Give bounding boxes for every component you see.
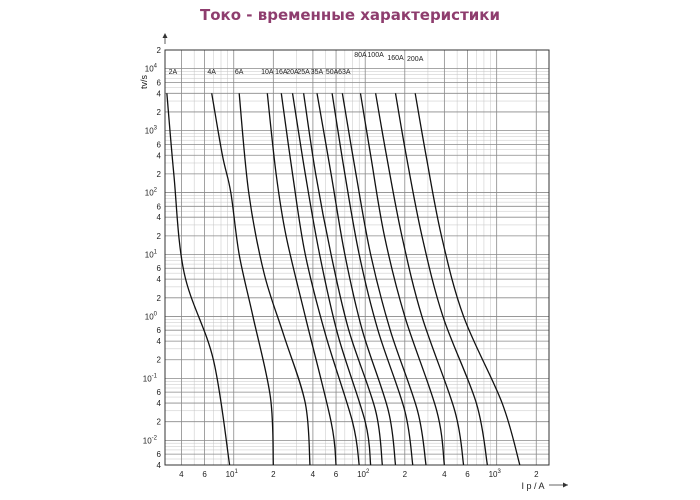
curve-label-35A: 35A bbox=[311, 69, 324, 76]
curve-25A bbox=[302, 93, 383, 466]
x-axis-label: I p / A bbox=[521, 481, 544, 491]
x-tick-exponent: 2 bbox=[366, 469, 370, 475]
y-tick-exponent: 2 bbox=[154, 188, 158, 194]
y-tick-label: 4 bbox=[157, 151, 162, 160]
y-tick-label: 6 bbox=[157, 326, 162, 335]
curve-35A bbox=[316, 93, 397, 466]
y-tick-exponent: 3 bbox=[154, 126, 158, 132]
x-tick-label: 101 bbox=[226, 469, 239, 479]
x-tick-exponent: 3 bbox=[497, 469, 501, 475]
x-tick-exponent: 1 bbox=[234, 469, 238, 475]
chart-title: Токо - временные характеристики bbox=[200, 6, 500, 24]
y-tick-label: 10-2 bbox=[143, 435, 158, 445]
y-tick-label: 104 bbox=[145, 64, 158, 74]
y-tick-exponent: 4 bbox=[154, 64, 158, 70]
y-tick-exponent: -1 bbox=[152, 373, 158, 379]
curve-label-20A: 20A bbox=[286, 69, 299, 76]
curve-label-160A: 160A bbox=[387, 55, 404, 62]
curve-200A bbox=[414, 93, 521, 466]
y-axis-label: tv/s bbox=[139, 75, 149, 90]
y-tick-exponent: 1 bbox=[154, 250, 158, 256]
curve-label-2A: 2A bbox=[169, 69, 178, 76]
y-tick-label: 2 bbox=[157, 418, 162, 427]
y-tick-label: 6 bbox=[157, 264, 162, 273]
y-tick-label: 6 bbox=[157, 140, 162, 149]
x-axis-arrow-head bbox=[563, 482, 568, 488]
curve-63A bbox=[341, 93, 427, 466]
x-tick-label: 6 bbox=[334, 470, 339, 479]
y-tick-label: 2 bbox=[157, 108, 162, 117]
curve-label-25A: 25A bbox=[297, 69, 310, 76]
curve-50A bbox=[331, 93, 414, 466]
curve-80A bbox=[359, 93, 446, 466]
y-tick-label: 101 bbox=[145, 250, 158, 260]
y-tick-label: 6 bbox=[157, 202, 162, 211]
y-tick-label: 102 bbox=[145, 188, 158, 198]
curve-100A bbox=[374, 93, 465, 466]
y-tick-label: 4 bbox=[157, 213, 162, 222]
curve-4A bbox=[211, 93, 274, 466]
plot-frame bbox=[164, 49, 550, 466]
x-tick-label: 2 bbox=[534, 470, 539, 479]
y-tick-label: 2 bbox=[157, 46, 162, 55]
curve-label-63A: 63A bbox=[338, 69, 351, 76]
y-tick-label: 4 bbox=[157, 89, 162, 98]
y-tick-label: 2 bbox=[157, 294, 162, 303]
y-tick-label: 4 bbox=[157, 275, 162, 284]
x-tick-label: 4 bbox=[442, 470, 447, 479]
x-tick-labels: 4 6 101 2 4 6 102 2 4 6 103 2 bbox=[179, 469, 539, 479]
x-tick-label: 6 bbox=[202, 470, 207, 479]
x-tick-label: 2 bbox=[403, 470, 408, 479]
curve-20A bbox=[291, 93, 372, 466]
curve-label-200A: 200A bbox=[407, 56, 424, 63]
curve-label-50A: 50A bbox=[326, 69, 339, 76]
curve-label-4A: 4A bbox=[207, 69, 216, 76]
x-tick-label: 2 bbox=[271, 470, 276, 479]
curve-label-100A: 100A bbox=[367, 52, 384, 59]
curve-2A bbox=[166, 93, 231, 466]
major-grid bbox=[165, 49, 549, 466]
y-tick-exponent: 0 bbox=[154, 311, 158, 317]
y-tick-labels: 210464210364210264210164210064210-164210… bbox=[143, 46, 162, 470]
curve-label-16A: 16A bbox=[275, 69, 288, 76]
y-tick-label: 2 bbox=[157, 356, 162, 365]
y-tick-label: 6 bbox=[157, 388, 162, 397]
x-tick-label: 4 bbox=[311, 470, 316, 479]
x-tick-label: 4 bbox=[179, 470, 184, 479]
curve-6A bbox=[238, 93, 311, 466]
x-tick-label: 103 bbox=[489, 469, 502, 479]
x-tick-label: 6 bbox=[465, 470, 470, 479]
x-tick-label: 102 bbox=[357, 469, 370, 479]
y-tick-label: 6 bbox=[157, 78, 162, 87]
y-tick-label: 2 bbox=[157, 170, 162, 179]
y-tick-label: 2 bbox=[157, 232, 162, 241]
curve-16A bbox=[280, 93, 360, 466]
y-axis-arrow-head bbox=[162, 33, 168, 38]
curve-label-10A: 10A bbox=[261, 69, 274, 76]
y-tick-label: 10-1 bbox=[143, 373, 158, 383]
curve-160A bbox=[394, 93, 489, 466]
y-tick-label: 4 bbox=[157, 337, 162, 346]
y-tick-exponent: -2 bbox=[152, 435, 158, 441]
y-tick-label: 6 bbox=[157, 450, 162, 459]
curve-label-6A: 6A bbox=[235, 69, 244, 76]
curve-label-80A: 80A bbox=[354, 52, 367, 59]
y-tick-label: 4 bbox=[157, 399, 162, 408]
y-tick-label: 100 bbox=[145, 311, 158, 321]
fuse-curves bbox=[166, 93, 521, 466]
curve-10A bbox=[266, 93, 337, 466]
y-tick-label: 103 bbox=[145, 126, 158, 136]
y-tick-label: 4 bbox=[157, 461, 162, 470]
